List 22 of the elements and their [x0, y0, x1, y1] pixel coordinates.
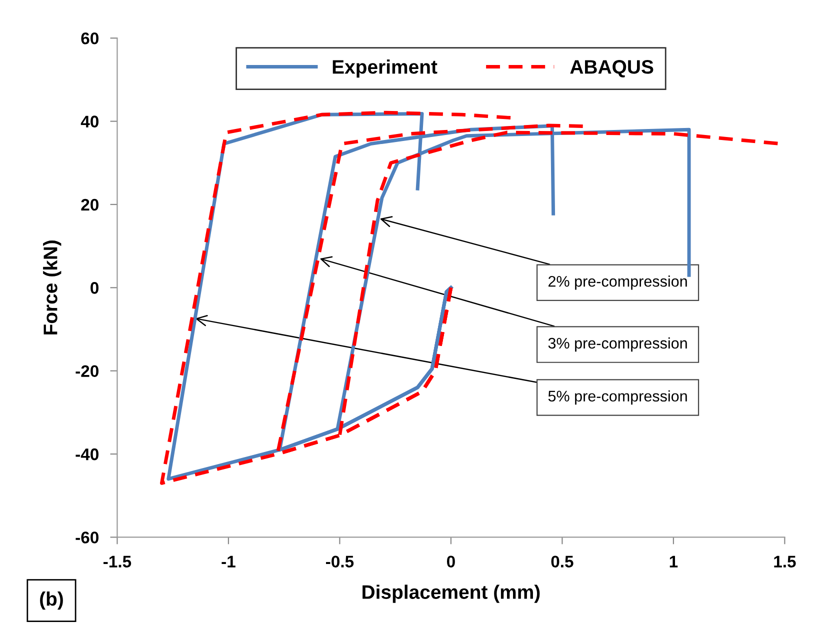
annotation: 2% pre-compression [548, 276, 687, 290]
legend-label: Experiment [332, 59, 438, 78]
y-tick-label: 0 [90, 282, 98, 294]
x-tick-label: 0.5 [551, 556, 574, 568]
text: (b) [40, 591, 63, 610]
y-tick-label: -40 [76, 448, 98, 460]
x-tick-label: 0 [446, 556, 455, 568]
y-tick-label: 20 [81, 198, 98, 211]
annotation: 5% pre-compression [548, 390, 687, 405]
y-axis-title: Force (kN) [43, 240, 62, 334]
x-tick-label: 1 [670, 556, 678, 568]
x-tick-label: 1.5 [774, 556, 796, 568]
legend-label: ABAQUS [570, 60, 654, 78]
y-tick-label: 60 [81, 32, 98, 44]
x-tick-label: -1 [222, 556, 236, 568]
x-tick-label: -0.5 [326, 556, 354, 568]
y-tick-label: 40 [80, 116, 98, 128]
annotation: 3% pre-compression [548, 337, 687, 352]
y-tick-label: -60 [76, 532, 98, 544]
x-tick-label: -1.5 [104, 556, 132, 568]
x-axis-title: Displacement (mm) [362, 584, 540, 603]
y-tick-label: -20 [76, 365, 98, 378]
